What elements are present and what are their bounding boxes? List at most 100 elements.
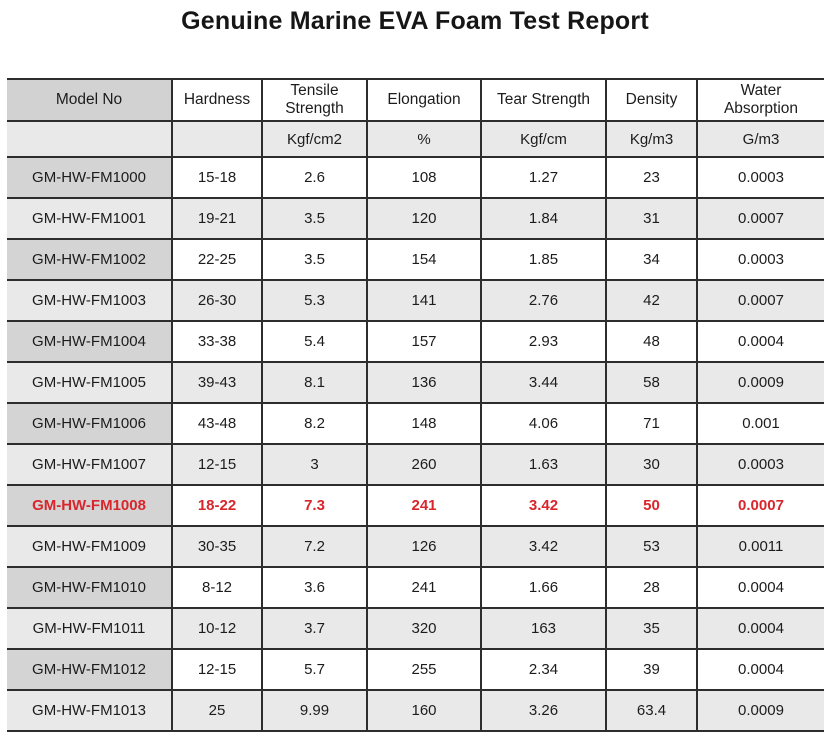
value-cell-elongation: 126 [366, 525, 482, 568]
table-row-gm-hw-fm1011: GM-HW-FM1011 10-12 3.7 320 163 35 0.0004 [7, 607, 824, 650]
value-cell-hardness: 10-12 [171, 607, 263, 650]
value-cell-hardness: 19-21 [171, 197, 263, 240]
table-body: GM-HW-FM1000 15-18 2.6 108 1.27 23 0.0003 GM-HW… [7, 156, 824, 732]
value-cell-density: 71 [605, 402, 698, 445]
value-cell-water-absorption: 0.0007 [696, 279, 824, 322]
table-row-gm-hw-fm1008: GM-HW-FM1008 18-22 7.3 241 3.42 50 0.0007 [7, 484, 824, 527]
value-cell-hardness: 12-15 [171, 443, 263, 486]
value-cell-tear-strength: 1.84 [480, 197, 607, 240]
table-row-gm-hw-fm1005: GM-HW-FM1005 39-43 8.1 136 3.44 58 0.0009 [7, 361, 824, 404]
value-cell-tear-strength: 2.76 [480, 279, 607, 322]
unit-cell-tensile-strength: Kgf/cm2 [261, 120, 368, 158]
value-cell-elongation: 136 [366, 361, 482, 404]
value-cell-elongation: 154 [366, 238, 482, 281]
model-no-cell: GM-HW-FM1009 [7, 525, 173, 568]
table-row-gm-hw-fm1006: GM-HW-FM1006 43-48 8.2 148 4.06 71 0.001 [7, 402, 824, 445]
value-cell-density: 34 [605, 238, 698, 281]
value-cell-water-absorption: 0.0004 [696, 566, 824, 609]
model-no-cell: GM-HW-FM1004 [7, 320, 173, 363]
table-row-gm-hw-fm1009: GM-HW-FM1009 30-35 7.2 126 3.42 53 0.0011 [7, 525, 824, 568]
value-cell-hardness: 39-43 [171, 361, 263, 404]
model-no-cell: GM-HW-FM1007 [7, 443, 173, 486]
table-row-gm-hw-fm1010: GM-HW-FM1010 8-12 3.6 241 1.66 28 0.0004 [7, 566, 824, 609]
value-cell-density: 23 [605, 156, 698, 199]
value-cell-tear-strength: 3.42 [480, 525, 607, 568]
value-cell-elongation: 148 [366, 402, 482, 445]
value-cell-tear-strength: 4.06 [480, 402, 607, 445]
value-cell-hardness: 25 [171, 689, 263, 732]
value-cell-water-absorption: 0.0003 [696, 443, 824, 486]
table-row-gm-hw-fm1007: GM-HW-FM1007 12-15 3 260 1.63 30 0.0003 [7, 443, 824, 486]
table-row-gm-hw-fm1012: GM-HW-FM1012 12-15 5.7 255 2.34 39 0.0004 [7, 648, 824, 691]
value-cell-tensile-strength: 5.7 [261, 648, 368, 691]
value-cell-elongation: 120 [366, 197, 482, 240]
value-cell-hardness: 12-15 [171, 648, 263, 691]
value-cell-tensile-strength: 3.7 [261, 607, 368, 650]
value-cell-density: 39 [605, 648, 698, 691]
value-cell-elongation: 260 [366, 443, 482, 486]
value-cell-tensile-strength: 7.3 [261, 484, 368, 527]
value-cell-tear-strength: 3.44 [480, 361, 607, 404]
value-cell-hardness: 33-38 [171, 320, 263, 363]
value-cell-tensile-strength: 2.6 [261, 156, 368, 199]
value-cell-elongation: 141 [366, 279, 482, 322]
value-cell-elongation: 241 [366, 484, 482, 527]
value-cell-tensile-strength: 3.6 [261, 566, 368, 609]
unit-cell-tear-strength: Kgf/cm [480, 120, 607, 158]
value-cell-water-absorption: 0.0007 [696, 197, 824, 240]
value-cell-water-absorption: 0.0004 [696, 648, 824, 691]
unit-cell-model-no [7, 120, 173, 158]
model-no-cell: GM-HW-FM1013 [7, 689, 173, 732]
value-cell-water-absorption: 0.0003 [696, 156, 824, 199]
value-cell-density: 28 [605, 566, 698, 609]
model-no-cell: GM-HW-FM1011 [7, 607, 173, 650]
column-header-elongation: Elongation [366, 78, 482, 122]
value-cell-water-absorption: 0.0007 [696, 484, 824, 527]
value-cell-density: 58 [605, 361, 698, 404]
model-no-cell: GM-HW-FM1002 [7, 238, 173, 281]
value-cell-water-absorption: 0.0011 [696, 525, 824, 568]
value-cell-hardness: 18-22 [171, 484, 263, 527]
unit-cell-density: Kg/m3 [605, 120, 698, 158]
model-no-cell: GM-HW-FM1010 [7, 566, 173, 609]
value-cell-tear-strength: 3.42 [480, 484, 607, 527]
value-cell-tensile-strength: 5.4 [261, 320, 368, 363]
value-cell-hardness: 43-48 [171, 402, 263, 445]
column-header-tear-strength: Tear Strength [480, 78, 607, 122]
value-cell-tear-strength: 3.26 [480, 689, 607, 732]
value-cell-hardness: 22-25 [171, 238, 263, 281]
eva-foam-test-report-table: Model No Hardness Tensile Strength Elongati… [7, 78, 824, 732]
value-cell-tear-strength: 2.34 [480, 648, 607, 691]
table-header: Model No Hardness Tensile Strength Elongati… [7, 78, 824, 158]
value-cell-tear-strength: 1.66 [480, 566, 607, 609]
table-row-gm-hw-fm1000: GM-HW-FM1000 15-18 2.6 108 1.27 23 0.0003 [7, 156, 824, 199]
value-cell-density: 48 [605, 320, 698, 363]
table-row-gm-hw-fm1001: GM-HW-FM1001 19-21 3.5 120 1.84 31 0.0007 [7, 197, 824, 240]
model-no-cell: GM-HW-FM1012 [7, 648, 173, 691]
value-cell-elongation: 160 [366, 689, 482, 732]
value-cell-tensile-strength: 5.3 [261, 279, 368, 322]
column-header-density: Density [605, 78, 698, 122]
value-cell-density: 35 [605, 607, 698, 650]
column-header-hardness: Hardness [171, 78, 263, 122]
table-row-gm-hw-fm1004: GM-HW-FM1004 33-38 5.4 157 2.93 48 0.0004 [7, 320, 824, 363]
value-cell-tensile-strength: 8.2 [261, 402, 368, 445]
value-cell-elongation: 108 [366, 156, 482, 199]
value-cell-tensile-strength: 3 [261, 443, 368, 486]
value-cell-hardness: 30-35 [171, 525, 263, 568]
column-header-water-absorption: Water Absorption [696, 78, 824, 122]
value-cell-water-absorption: 0.0003 [696, 238, 824, 281]
value-cell-tensile-strength: 3.5 [261, 197, 368, 240]
value-cell-density: 50 [605, 484, 698, 527]
value-cell-hardness: 26-30 [171, 279, 263, 322]
model-no-cell: GM-HW-FM1005 [7, 361, 173, 404]
model-no-cell: GM-HW-FM1008 [7, 484, 173, 527]
value-cell-tensile-strength: 3.5 [261, 238, 368, 281]
unit-cell-water-absorption: G/m3 [696, 120, 824, 158]
column-header-model-no: Model No [7, 78, 173, 122]
units-row: Kgf/cm2% Kgf/cm Kg/m3 G/m3 [7, 120, 824, 158]
model-no-cell: GM-HW-FM1006 [7, 402, 173, 445]
value-cell-water-absorption: 0.0004 [696, 607, 824, 650]
column-header-row: Model No Hardness Tensile Strength Elongati… [7, 78, 824, 122]
value-cell-tear-strength: 2.93 [480, 320, 607, 363]
